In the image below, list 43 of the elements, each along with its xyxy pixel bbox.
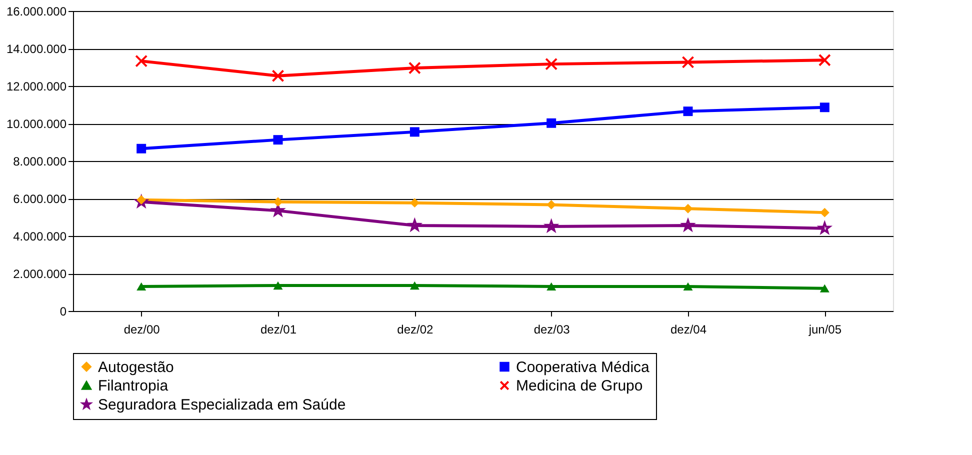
point — [410, 281, 420, 290]
point — [683, 282, 693, 291]
point — [408, 62, 421, 74]
y-tick-label: 10.000.000 — [6, 117, 67, 131]
y-tick-label: 8.000.000 — [13, 154, 67, 168]
point — [546, 282, 556, 291]
point — [273, 197, 283, 207]
point — [820, 208, 830, 218]
legend-label: Cooperativa Médica — [516, 358, 650, 376]
point — [683, 106, 693, 116]
legend-label: Filantropia — [98, 378, 169, 394]
point — [135, 54, 148, 68]
point — [682, 56, 694, 68]
point — [136, 282, 146, 291]
x-tick-label: dez/01 — [260, 322, 297, 336]
y-tick-label: 0 — [60, 304, 67, 318]
y-tick-label: 2.000.000 — [13, 267, 67, 281]
point — [273, 135, 283, 145]
point — [410, 127, 420, 137]
x-tick-label: dez/00 — [124, 322, 160, 336]
point — [683, 204, 693, 214]
y-tick-label: 16.000.000 — [6, 4, 67, 18]
y-tick-label: 12.000.000 — [6, 80, 67, 94]
legend-label: Autogestão — [98, 358, 174, 376]
y-tick-label: 14.000.000 — [6, 42, 67, 56]
point — [273, 281, 283, 290]
legend-label: Medicina de Grupo — [516, 378, 643, 394]
y-tick-label: 4.000.000 — [13, 230, 67, 244]
x-tick-label: jun/05 — [808, 322, 842, 336]
point — [410, 198, 420, 208]
point — [546, 118, 556, 128]
legend-label: Seguradora Especializada em Saúde — [98, 396, 346, 414]
x-tick-label: dez/02 — [397, 322, 434, 336]
point — [272, 70, 284, 82]
y-tick-label: 6.000.000 — [13, 192, 67, 206]
x-tick-label: dez/04 — [670, 322, 707, 336]
point — [546, 200, 556, 210]
x-tick-label: dez/03 — [534, 322, 570, 336]
point — [545, 58, 558, 70]
point — [818, 54, 831, 66]
point — [820, 284, 830, 292]
point — [820, 102, 830, 112]
point — [136, 144, 146, 154]
